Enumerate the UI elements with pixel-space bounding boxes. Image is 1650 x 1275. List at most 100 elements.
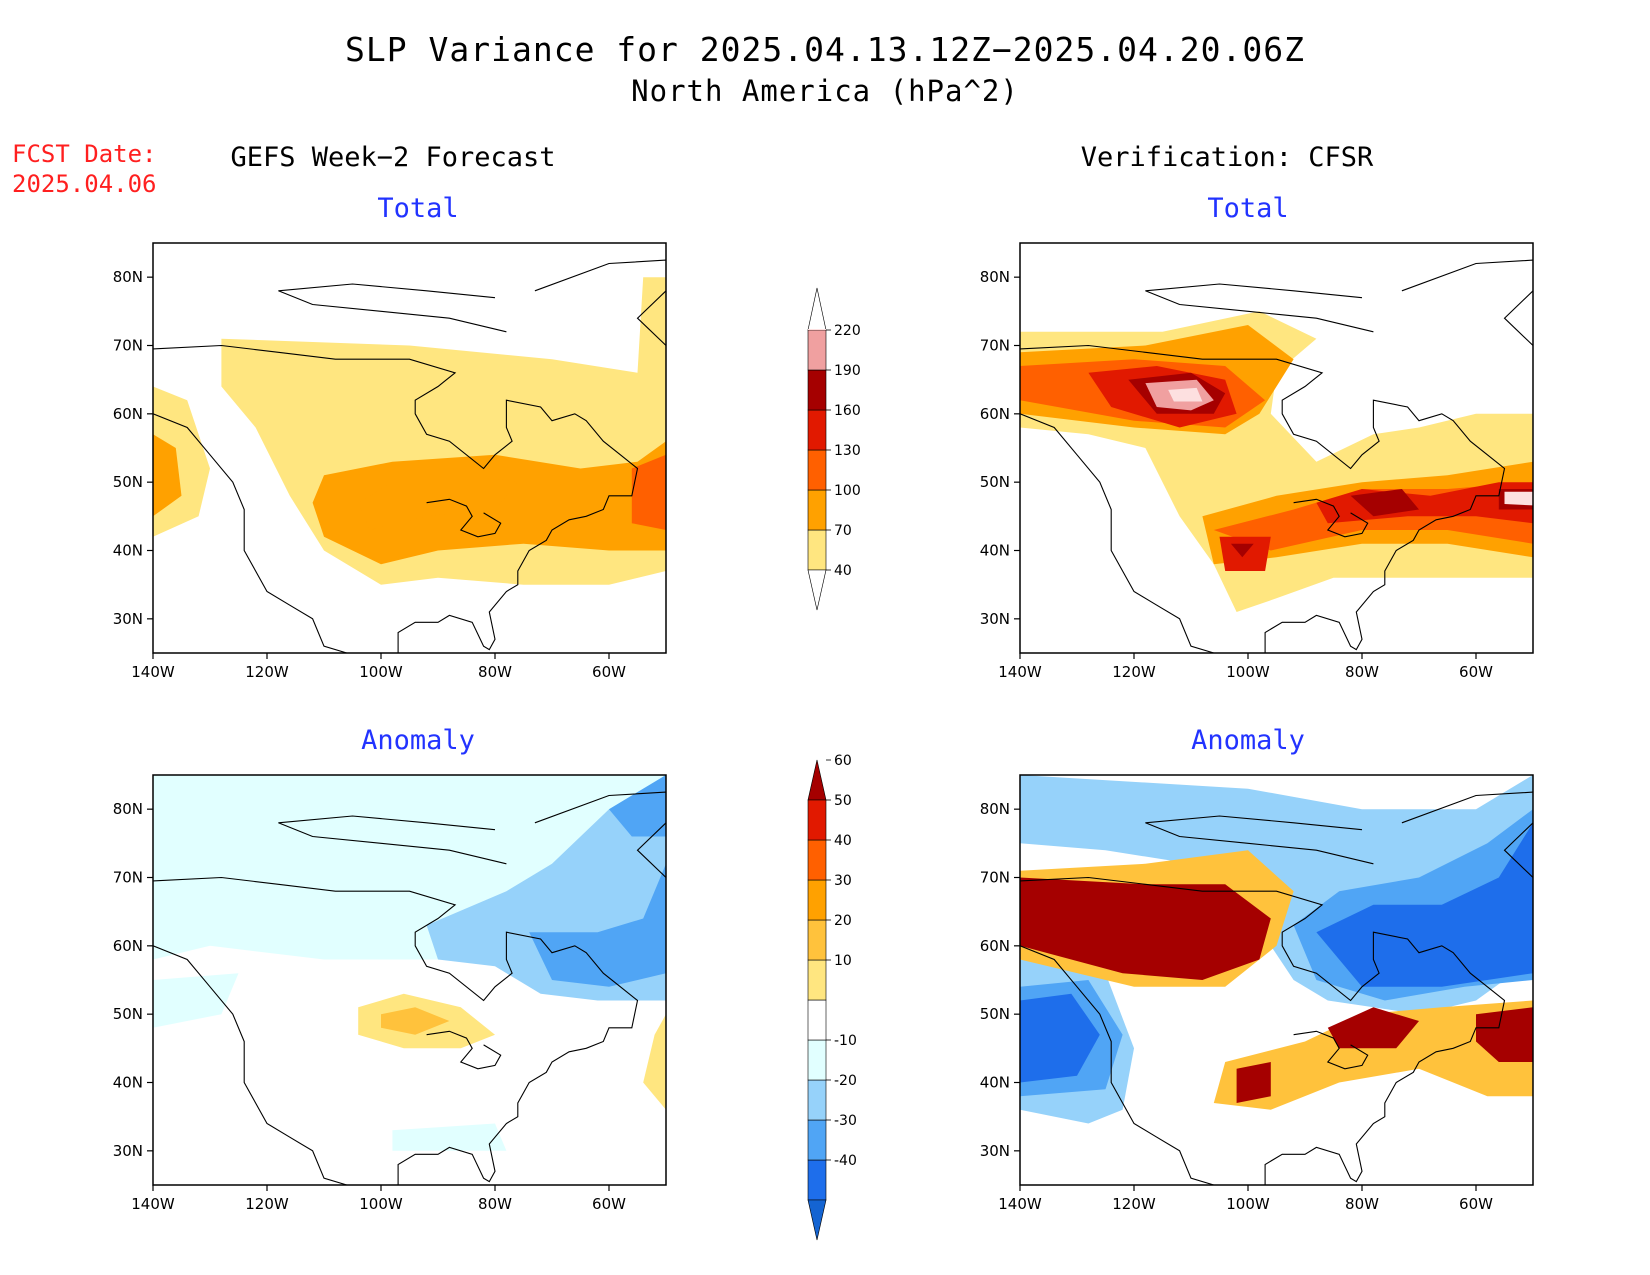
lat-tick-label: 70N <box>113 869 143 887</box>
coastline <box>1145 283 1374 333</box>
contour-fill <box>1316 822 1533 987</box>
coastline <box>1020 344 1506 653</box>
colorbar-label: -30 <box>834 1113 857 1129</box>
lon-tick-label: 140W <box>131 1195 175 1213</box>
lat-tick-label: 60N <box>113 405 143 423</box>
colorbar-box <box>807 489 827 531</box>
colorbar-label: 40 <box>834 563 852 579</box>
figure-subtitle: North America (hPa^2) <box>631 74 1019 108</box>
lon-tick-label: 80W <box>1345 663 1379 681</box>
lon-tick-label: 60W <box>1459 1195 1493 1213</box>
coastline <box>426 498 502 538</box>
contour-fill <box>609 775 666 837</box>
lat-tick-label: 80N <box>113 268 143 286</box>
map-panel-fc-anom: 80N 70N 60N 50N 40N 30N 140W 120W 100W 80W 60W <box>113 774 667 1213</box>
contour-fill <box>153 973 239 1028</box>
lat-tick-label: 70N <box>980 869 1010 887</box>
coastline <box>153 945 347 1185</box>
panel-title-verification-total: Total <box>1207 193 1289 224</box>
contour-fill <box>358 475 518 530</box>
colorbar-arrow-top <box>807 287 827 331</box>
lon-tick-label: 120W <box>1112 1195 1156 1213</box>
lon-tick-label: 80W <box>478 1195 512 1213</box>
lon-tick-label: 100W <box>359 663 403 681</box>
colorbar-label: 100 <box>834 483 861 499</box>
lon-tick-label: 60W <box>1459 663 1493 681</box>
lat-tick-label: 40N <box>980 1074 1010 1092</box>
colorbar-arrow-bottom <box>807 569 827 611</box>
contour-fill <box>1020 877 1271 980</box>
lon-tick-label: 80W <box>478 663 512 681</box>
colorbar-label: 30 <box>834 873 852 889</box>
lat-tick-label: 30N <box>113 610 143 628</box>
colorbar-label: -40 <box>834 1153 857 1169</box>
map-panel-cfsr-anom: 80N 70N 60N 50N 40N 30N 140W 120W 100W 80W 60W <box>980 774 1534 1213</box>
coastline <box>1020 876 1506 1185</box>
panel-title-verification-anomaly: Anomaly <box>1191 725 1305 756</box>
colorbar-box <box>807 1079 827 1121</box>
lon-tick-label: 100W <box>1226 1195 1270 1213</box>
lat-tick-label: 50N <box>980 1005 1010 1023</box>
map-fill-cfsr-total <box>1020 243 1533 653</box>
colorbar-box <box>807 369 827 411</box>
contour-fill <box>1236 1062 1271 1103</box>
coastline <box>1020 413 1214 653</box>
coastline <box>153 344 639 653</box>
lat-tick-label: 30N <box>980 610 1010 628</box>
colorbar-box-top <box>808 329 826 330</box>
contour-fill <box>153 775 666 960</box>
lon-tick-label: 140W <box>131 663 175 681</box>
colorbar-label: 10 <box>834 953 852 969</box>
contour-fill <box>631 454 666 530</box>
colorbar-box <box>807 529 827 571</box>
colorbar-box <box>807 959 827 1001</box>
contour-fill <box>392 1123 507 1151</box>
coastline <box>1401 791 1533 878</box>
panel-title-forecast-anomaly: Anomaly <box>361 725 475 756</box>
map-frame <box>1019 774 1534 1186</box>
panel-title-forecast-total: Total <box>377 193 459 224</box>
colorbar-box <box>807 409 827 451</box>
lat-tick-label: 40N <box>980 542 1010 560</box>
lat-tick-label: 50N <box>113 1005 143 1023</box>
contour-fill <box>643 1014 666 1110</box>
fcst-date-label: FCST Date: <box>12 140 157 168</box>
lat-tick-label: 70N <box>113 337 143 355</box>
colorbar-box <box>807 919 827 961</box>
contour-fill <box>1020 993 1100 1083</box>
colorbar-label: 20 <box>834 913 852 929</box>
lat-tick-label: 30N <box>980 1142 1010 1160</box>
lat-tick-label: 80N <box>980 268 1010 286</box>
contour-fill <box>1219 536 1271 571</box>
lat-tick-label: 80N <box>113 800 143 818</box>
coastline <box>426 1030 502 1070</box>
colorbar-box <box>807 329 827 371</box>
lon-tick-label: 120W <box>245 1195 289 1213</box>
coastline <box>153 876 639 1185</box>
contour-fill <box>381 1007 450 1035</box>
lon-tick-label: 120W <box>1112 663 1156 681</box>
figure-title: SLP Variance for 2025.04.13.12Z−2025.04.… <box>345 30 1305 69</box>
map-frame <box>152 774 667 1186</box>
map-frame <box>1019 242 1534 654</box>
lat-tick-label: 80N <box>980 800 1010 818</box>
colorbar-arrow-top <box>807 759 827 801</box>
lon-tick-label: 140W <box>998 663 1042 681</box>
lon-tick-label: 100W <box>1226 663 1270 681</box>
contour-fill <box>1213 1000 1533 1110</box>
colorbar-label: 220 <box>834 323 861 339</box>
colorbar-label: 50 <box>834 793 852 809</box>
lat-tick-label: 70N <box>980 337 1010 355</box>
contour-fill <box>1230 543 1254 558</box>
contour-fill <box>1327 1007 1419 1049</box>
contour-fill <box>1350 489 1419 517</box>
column-title-forecast: GEFS Week−2 Forecast <box>230 142 556 173</box>
lon-tick-label: 100W <box>359 1195 403 1213</box>
colorbar-label: 130 <box>834 443 861 459</box>
colorbar-label: 160 <box>834 403 861 419</box>
colorbar-box <box>807 1119 827 1161</box>
colorbar-label: 190 <box>834 363 861 379</box>
coastline <box>1293 498 1369 538</box>
contour-fill <box>529 863 666 987</box>
